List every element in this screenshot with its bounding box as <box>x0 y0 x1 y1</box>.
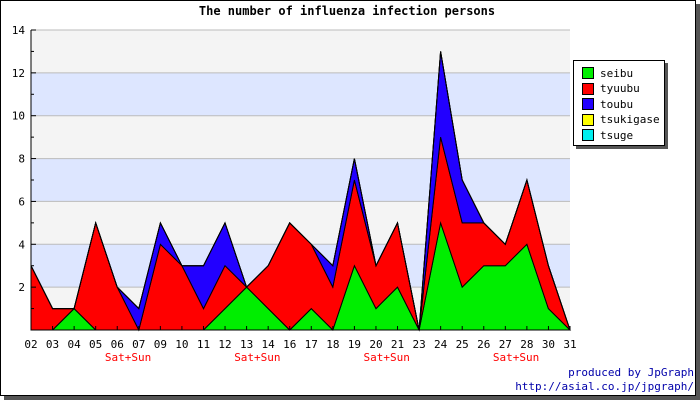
plot-band <box>31 72 570 116</box>
legend-label: tsuge <box>600 128 634 142</box>
credit-line-1: produced by JpGraph <box>568 366 694 379</box>
legend-label: toubu <box>600 97 634 111</box>
legend-item-tsuge: tsuge <box>582 128 633 142</box>
y-tick-label: 14 <box>12 24 26 37</box>
x-tick-label: 25 <box>456 338 469 351</box>
credit-line-2: http://asial.co.jp/jpgraph/ <box>515 380 694 393</box>
x-tick-label: 05 <box>89 338 102 351</box>
y-tick-label: 2 <box>18 281 25 294</box>
x-tick-label: 06 <box>111 338 124 351</box>
y-tick-label: 6 <box>18 195 25 208</box>
x-tick-label: 31 <box>563 338 576 351</box>
chart-title: The number of influenza infection person… <box>198 4 496 18</box>
weekend-label: Sat+Sun <box>105 351 151 364</box>
legend-item-seibu: seibu <box>582 66 633 80</box>
x-tick-label: 21 <box>391 338 404 351</box>
x-tick-label: 12 <box>218 338 231 351</box>
x-tick-label: 04 <box>67 338 81 351</box>
weekend-label: Sat+Sun <box>493 351 539 364</box>
weekend-label: Sat+Sun <box>234 351 280 364</box>
legend-label: seibu <box>600 66 634 80</box>
x-tick-label: 14 <box>262 338 276 351</box>
plot-band <box>31 30 570 73</box>
y-tick-label: 10 <box>12 110 25 123</box>
x-tick-label: 11 <box>197 338 210 351</box>
x-tick-label: 16 <box>283 338 296 351</box>
x-tick-label: 24 <box>434 338 448 351</box>
x-tick-label: 03 <box>46 338 59 351</box>
y-tick-label: 8 <box>18 153 25 166</box>
legend-item-toubu: toubu <box>582 97 633 111</box>
y-tick-label: 4 <box>18 238 25 251</box>
x-tick-label: 17 <box>305 338 318 351</box>
legend-swatch <box>582 113 594 126</box>
legend-swatch <box>582 129 594 141</box>
x-tick-label: 23 <box>412 338 425 351</box>
legend-swatch <box>582 67 594 79</box>
x-tick-label: 18 <box>326 338 339 351</box>
chart-legend: seibu tyuubu toubu tsukigase tsuge <box>573 60 665 146</box>
legend-swatch <box>582 98 594 110</box>
weekend-label: Sat+Sun <box>364 351 410 364</box>
x-tick-label: 30 <box>542 338 555 351</box>
legend-label: tsukigase <box>600 113 660 126</box>
x-tick-label: 09 <box>154 338 167 351</box>
x-tick-label: 26 <box>477 338 490 351</box>
y-tick-label: 12 <box>12 67 25 80</box>
x-tick-label: 10 <box>175 338 188 351</box>
legend-swatch <box>582 82 594 95</box>
x-tick-label: 07 <box>132 338 145 351</box>
legend-label: tyuubu <box>600 82 640 95</box>
legend-item-tsukigase: tsukigase <box>582 113 660 127</box>
plot-band <box>31 158 570 202</box>
x-tick-label: 02 <box>24 338 37 351</box>
x-tick-label: 20 <box>369 338 382 351</box>
x-tick-label: 28 <box>520 338 533 351</box>
x-tick-label: 27 <box>499 338 512 351</box>
x-tick-label: 19 <box>348 338 361 351</box>
legend-item-tyuubu: tyuubu <box>582 82 640 96</box>
plot-band <box>31 115 570 159</box>
x-tick-label: 13 <box>240 338 253 351</box>
